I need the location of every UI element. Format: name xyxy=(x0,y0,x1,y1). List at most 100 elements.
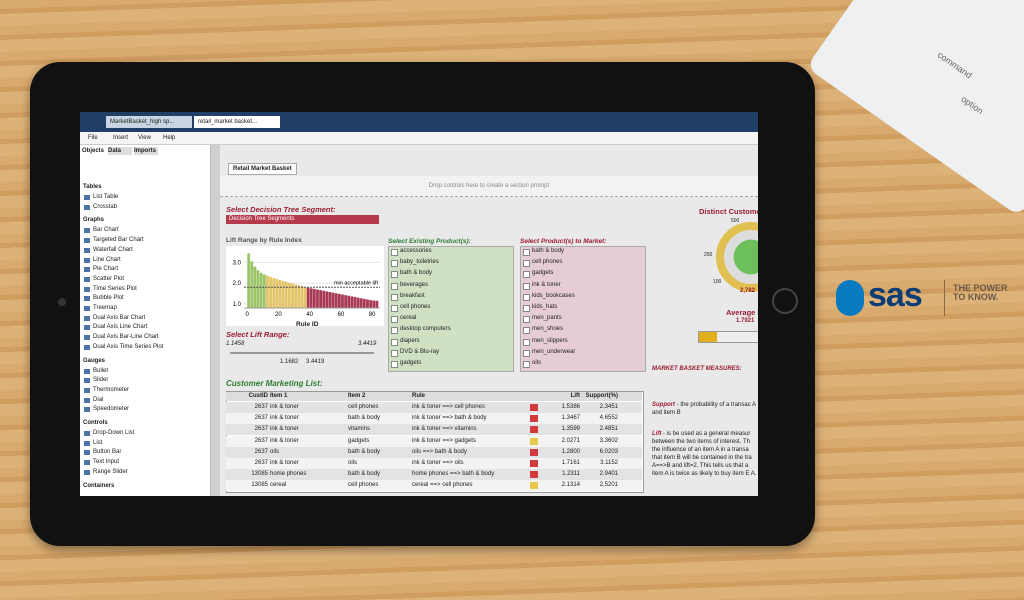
object-item[interactable]: Dual Axis Line Chart xyxy=(93,324,148,331)
menu-item[interactable]: Insert xyxy=(113,135,129,141)
list-item: oils xyxy=(532,360,542,366)
object-item[interactable]: Dual Axis Time Series Plot xyxy=(93,343,164,350)
object-item[interactable]: Bullet xyxy=(93,367,109,374)
y-tick-label: 3.0 xyxy=(233,260,242,266)
objects-panel xyxy=(80,145,211,496)
checkbox[interactable] xyxy=(523,271,530,279)
checkbox[interactable] xyxy=(523,316,530,324)
app-tab[interactable]: retail_market basket... xyxy=(194,116,280,128)
object-icon xyxy=(84,286,90,292)
object-item[interactable]: Waterfall Chart xyxy=(93,246,133,253)
checkbox[interactable] xyxy=(523,282,530,290)
object-item[interactable]: Scatter Plot xyxy=(93,275,125,282)
object-item[interactable]: Speedometer xyxy=(93,406,130,413)
bar xyxy=(319,290,322,308)
bar xyxy=(328,292,332,308)
object-item[interactable]: Treemap xyxy=(93,305,117,311)
object-icon xyxy=(84,387,90,393)
object-icon xyxy=(84,325,90,331)
cell: 1.5386 xyxy=(561,404,580,410)
object-item[interactable]: Drop-Down List xyxy=(93,430,135,436)
checkbox[interactable] xyxy=(523,260,530,268)
menu-item[interactable]: Help xyxy=(163,135,176,141)
cell: ink & toner xyxy=(270,437,299,444)
checkbox[interactable] xyxy=(523,361,530,368)
column-header: Support(%) xyxy=(585,393,618,399)
checkbox[interactable] xyxy=(391,338,398,346)
status-cell xyxy=(530,460,538,467)
checkbox[interactable] xyxy=(391,349,398,357)
object-item[interactable]: Bar Chart xyxy=(93,227,119,234)
panel-tab[interactable]: Objects xyxy=(82,147,106,155)
checkbox[interactable] xyxy=(391,260,398,268)
checkbox[interactable] xyxy=(391,249,398,256)
bar xyxy=(294,284,297,308)
status-cell xyxy=(530,437,538,445)
object-item[interactable]: List xyxy=(93,439,103,446)
object-item[interactable]: Pie Chart xyxy=(93,266,119,273)
x-axis-label: Rule ID xyxy=(296,321,319,328)
cell: ink & toner ==> oils xyxy=(412,460,464,466)
checkbox[interactable] xyxy=(523,305,530,312)
object-icon xyxy=(84,335,90,341)
object-item[interactable]: List Table xyxy=(93,194,119,200)
home-button[interactable] xyxy=(772,288,798,314)
cell: 13085 xyxy=(251,471,268,478)
object-item[interactable]: Crosstab xyxy=(93,203,118,210)
menu-item[interactable]: View xyxy=(138,135,151,141)
panel-tab[interactable]: Imports xyxy=(134,147,158,155)
bar xyxy=(316,289,319,308)
panel-tab[interactable]: Data xyxy=(108,147,132,155)
checkbox[interactable] xyxy=(391,316,398,324)
object-item[interactable]: Bubble Plot xyxy=(93,295,124,302)
measure-text: Support - the probability of a transac A… xyxy=(652,401,758,419)
bar xyxy=(325,291,329,308)
app-tab[interactable]: MarketBasket_high sp... xyxy=(106,116,192,128)
checkbox[interactable] xyxy=(523,293,530,301)
average-title: Average Li xyxy=(726,308,758,317)
object-item[interactable]: Dual Axis Bar-Line Chart xyxy=(93,334,159,341)
checkbox[interactable] xyxy=(391,282,398,290)
checkbox[interactable] xyxy=(523,338,530,346)
bar xyxy=(341,294,344,308)
cell: oils ==> bath & body xyxy=(412,448,467,455)
bar xyxy=(287,282,291,308)
cell: 2637 xyxy=(254,404,268,410)
menu-item[interactable]: File xyxy=(88,135,98,141)
table-row xyxy=(226,435,642,447)
object-item[interactable]: Dual Axis Bar Chart xyxy=(93,314,146,321)
table-row xyxy=(226,480,642,492)
checkbox[interactable] xyxy=(391,293,398,301)
table-row xyxy=(226,413,642,425)
table-row xyxy=(226,446,642,458)
object-icon xyxy=(84,397,90,403)
object-item[interactable]: Button Bar xyxy=(93,449,122,456)
object-item[interactable]: Targeted Bar Chart xyxy=(93,237,144,244)
object-item[interactable]: Time Series Plot xyxy=(93,285,137,292)
object-icon xyxy=(84,195,90,200)
cell: 1.3467 xyxy=(561,415,580,422)
segment-dropdown[interactable]: Decision Tree Segments xyxy=(226,215,379,224)
checkbox[interactable] xyxy=(391,305,398,312)
bar xyxy=(347,295,351,308)
object-icon xyxy=(84,450,90,456)
object-item[interactable]: Text Input xyxy=(93,459,120,466)
object-item[interactable]: Thermometer xyxy=(93,386,130,393)
checkbox[interactable] xyxy=(523,249,530,256)
cell: oils xyxy=(270,448,280,455)
object-item[interactable]: Slider xyxy=(93,377,109,384)
object-item[interactable]: Range Slider xyxy=(93,468,128,475)
object-item[interactable]: Line Chart xyxy=(93,256,121,263)
checkbox[interactable] xyxy=(391,271,398,279)
checkbox[interactable] xyxy=(523,327,530,335)
checkbox[interactable] xyxy=(391,327,398,335)
checkbox[interactable] xyxy=(523,349,530,357)
section-tab[interactable]: Retail Market Basket xyxy=(228,163,297,175)
table-row xyxy=(226,402,642,413)
bar xyxy=(303,286,307,308)
checkbox[interactable] xyxy=(391,361,398,368)
object-item[interactable]: Dial xyxy=(93,396,104,403)
column-header: Lift xyxy=(570,393,580,399)
range-slider[interactable] xyxy=(230,352,374,354)
list-item: kids_bookcases xyxy=(532,292,575,299)
